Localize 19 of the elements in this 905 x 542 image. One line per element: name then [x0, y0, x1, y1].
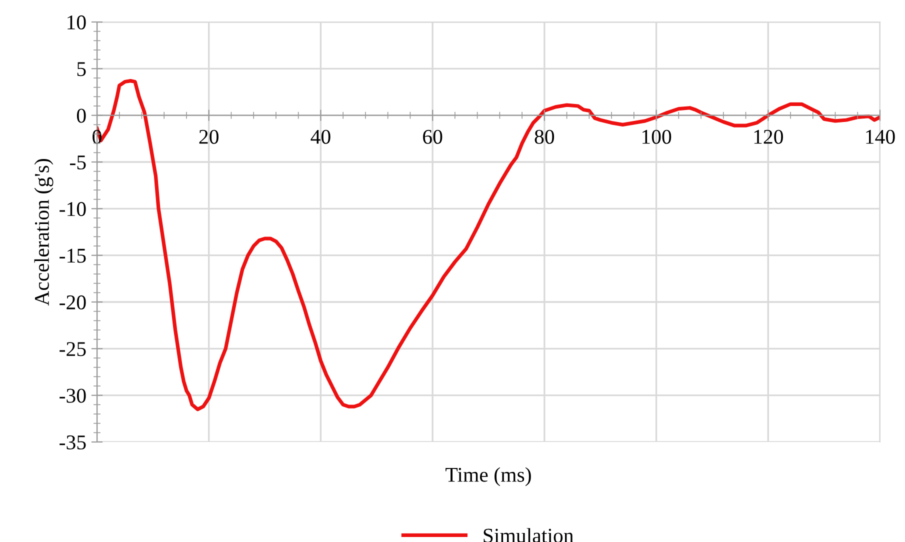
x-tick-label: 20 — [199, 130, 218, 144]
y-tick-label: 5 — [77, 62, 86, 76]
y-tick-label: -10 — [60, 202, 86, 216]
y-tick-label: -20 — [60, 295, 86, 310]
x-tick-label: 60 — [423, 130, 442, 144]
x-tick-label: 140 — [866, 130, 895, 144]
x-axis-title: Time (ms) — [446, 467, 531, 486]
y-tick-label: -25 — [60, 342, 86, 356]
y-axis-title: Acceleration (g's) — [34, 159, 54, 306]
y-tick-label: -30 — [60, 388, 86, 403]
y-tick-label: -5 — [70, 156, 86, 170]
x-tick-label: 40 — [310, 130, 330, 144]
y-tick-label: 0 — [76, 108, 86, 123]
y-tick-label: -35 — [60, 435, 86, 450]
x-tick-label: 100 — [642, 130, 672, 144]
y-tick-label: 10 — [68, 15, 86, 30]
y-tick-label: -15 — [60, 248, 86, 263]
x-tick-label: 120 — [754, 130, 783, 144]
x-tick-label: 80 — [534, 130, 554, 144]
